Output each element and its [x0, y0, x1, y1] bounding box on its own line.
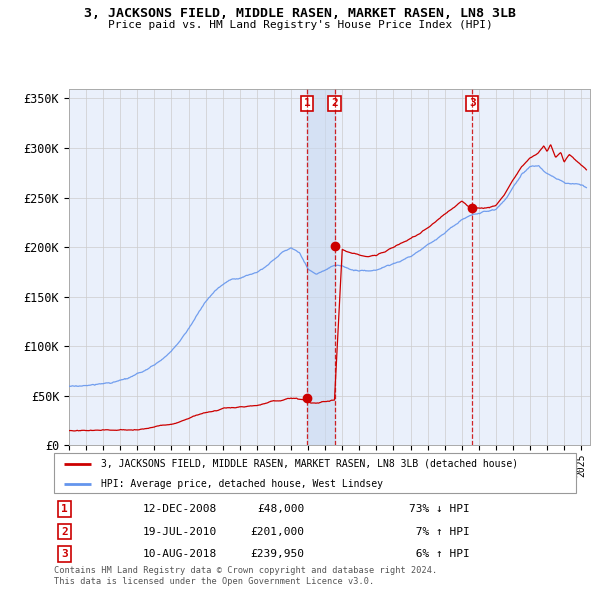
Text: 10-AUG-2018: 10-AUG-2018: [143, 549, 217, 559]
Text: 2: 2: [61, 526, 68, 536]
Text: 19-JUL-2010: 19-JUL-2010: [143, 526, 217, 536]
Text: HPI: Average price, detached house, West Lindsey: HPI: Average price, detached house, West…: [101, 479, 383, 489]
Text: Price paid vs. HM Land Registry's House Price Index (HPI): Price paid vs. HM Land Registry's House …: [107, 20, 493, 30]
Text: 12-DEC-2008: 12-DEC-2008: [143, 504, 217, 514]
Text: This data is licensed under the Open Government Licence v3.0.: This data is licensed under the Open Gov…: [54, 577, 374, 586]
Text: 3: 3: [469, 99, 476, 109]
Text: 1: 1: [61, 504, 68, 514]
Bar: [307, 88, 335, 445]
Text: £201,000: £201,000: [251, 526, 305, 536]
Text: Contains HM Land Registry data © Crown copyright and database right 2024.: Contains HM Land Registry data © Crown c…: [54, 566, 437, 575]
Text: 3, JACKSONS FIELD, MIDDLE RASEN, MARKET RASEN, LN8 3LB: 3, JACKSONS FIELD, MIDDLE RASEN, MARKET …: [84, 7, 516, 20]
Text: 2: 2: [331, 99, 338, 109]
Text: 73% ↓ HPI: 73% ↓ HPI: [409, 504, 470, 514]
Text: 3, JACKSONS FIELD, MIDDLE RASEN, MARKET RASEN, LN8 3LB (detached house): 3, JACKSONS FIELD, MIDDLE RASEN, MARKET …: [101, 459, 518, 469]
Text: 1: 1: [304, 99, 311, 109]
Text: 7% ↑ HPI: 7% ↑ HPI: [409, 526, 470, 536]
Text: 6% ↑ HPI: 6% ↑ HPI: [409, 549, 470, 559]
Text: £48,000: £48,000: [257, 504, 305, 514]
Text: £239,950: £239,950: [251, 549, 305, 559]
Text: 3: 3: [61, 549, 68, 559]
